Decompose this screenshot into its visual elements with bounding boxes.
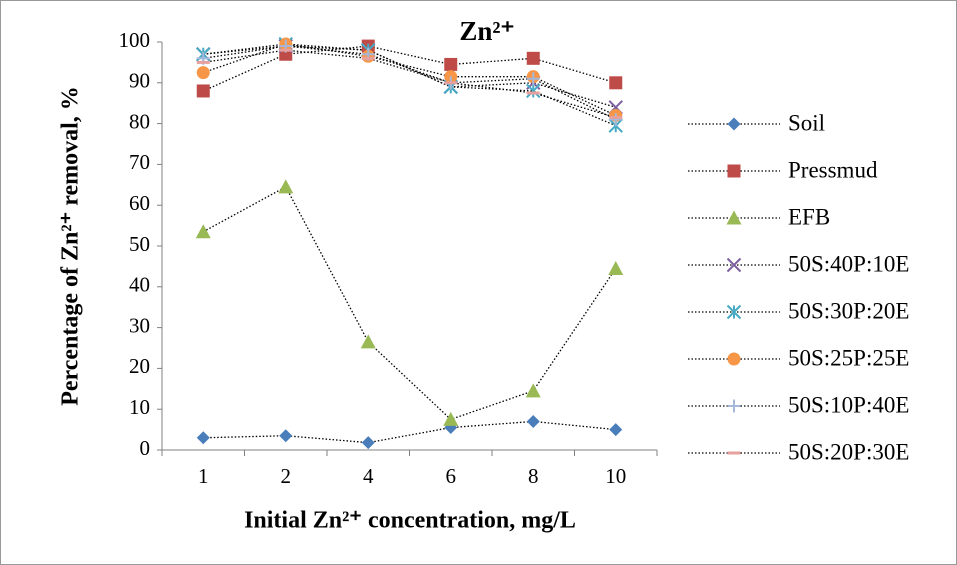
data-point <box>196 431 210 445</box>
x-tick-label: 6 <box>446 464 457 488</box>
data-point <box>608 260 624 275</box>
data-point <box>196 84 210 98</box>
data-point-part <box>526 51 540 65</box>
y-tick-label: 30 <box>129 313 150 337</box>
data-point <box>195 224 211 239</box>
series-line <box>203 420 616 444</box>
y-tick-label: 10 <box>129 395 150 419</box>
x-tick-label: 8 <box>528 464 539 488</box>
data-point-part <box>608 260 624 275</box>
legend-marker <box>726 304 742 320</box>
y-tick-label: 20 <box>129 354 150 378</box>
data-point <box>526 414 540 428</box>
data-point-part <box>278 179 294 194</box>
legend-marker-part <box>726 210 742 225</box>
data-point <box>609 76 623 90</box>
data-point <box>609 423 623 437</box>
legend-label: 50S:25P:25E <box>788 345 909 370</box>
data-point <box>526 51 540 65</box>
x-tick-label: 2 <box>281 464 292 488</box>
y-tick-label: 70 <box>129 150 150 174</box>
legend-marker-part <box>726 257 742 273</box>
data-point-part <box>279 429 293 443</box>
legend-label: Soil <box>788 110 825 135</box>
y-tick-label: 90 <box>129 69 150 93</box>
data-point <box>526 83 541 99</box>
data-point <box>279 429 293 443</box>
data-point-part <box>196 84 210 98</box>
series-line <box>203 43 617 127</box>
legend-label: 50S:40P:10E <box>788 251 909 276</box>
y-tick-label: 50 <box>129 232 150 256</box>
y-axis-label: Percentage of Zn²⁺ removal, % <box>58 86 84 406</box>
x-tick-label: 1 <box>198 464 209 488</box>
legend-marker <box>727 117 741 131</box>
data-point-part <box>443 411 459 426</box>
data-point <box>444 57 458 71</box>
series-line <box>202 45 616 92</box>
data-point-part <box>609 76 623 90</box>
legend-label: 50S:30P:20E <box>788 298 909 323</box>
y-tick-label: 80 <box>129 109 150 133</box>
series-line <box>202 185 617 421</box>
data-point <box>196 66 210 80</box>
x-tick-label: 4 <box>363 464 374 488</box>
data-point <box>278 179 294 194</box>
data-point-part <box>360 334 376 349</box>
legend-marker <box>727 352 741 366</box>
data-point-part <box>196 431 210 445</box>
data-point-part <box>361 436 375 450</box>
chart-title: Zn²⁺ <box>459 16 514 46</box>
legend-marker-part <box>727 352 741 366</box>
data-point-part <box>195 224 211 239</box>
data-point <box>443 411 459 426</box>
legend-marker-part <box>727 164 741 178</box>
x-axis-label: Initial Zn²⁺ concentration, mg/L <box>244 508 576 534</box>
legend-marker <box>727 164 741 178</box>
data-point <box>361 436 375 450</box>
data-point <box>360 334 376 349</box>
data-point <box>609 113 623 127</box>
legend-label: EFB <box>788 204 830 229</box>
legend-label: 50S:10P:40E <box>788 392 909 417</box>
y-tick-label: 100 <box>119 28 151 52</box>
data-point-part <box>526 414 540 428</box>
legend-marker-part <box>727 117 741 131</box>
data-point <box>526 72 540 86</box>
data-point-part <box>196 66 210 80</box>
legend-marker <box>726 257 742 273</box>
y-tick-label: 0 <box>140 436 151 460</box>
data-point-part <box>444 57 458 71</box>
legend-marker <box>726 210 742 225</box>
legend-marker <box>727 399 741 413</box>
data-point-part <box>525 383 541 398</box>
y-tick-label: 40 <box>129 273 150 297</box>
legend-label: Pressmud <box>788 157 878 182</box>
x-tick-label: 10 <box>605 464 626 488</box>
legend-label: 50S:20P:30E <box>788 439 909 464</box>
y-tick-label: 60 <box>129 191 150 215</box>
data-point <box>525 383 541 398</box>
data-point-part <box>609 423 623 437</box>
